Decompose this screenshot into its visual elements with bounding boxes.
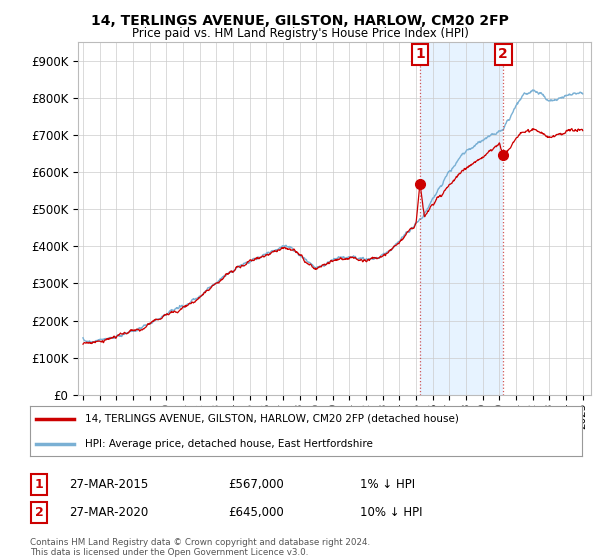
Text: £567,000: £567,000 [228, 478, 284, 491]
Text: 2: 2 [499, 48, 508, 62]
Text: 27-MAR-2015: 27-MAR-2015 [69, 478, 148, 491]
Text: 2: 2 [35, 506, 43, 519]
Text: 1% ↓ HPI: 1% ↓ HPI [360, 478, 415, 491]
Text: 1: 1 [35, 478, 43, 491]
Text: 10% ↓ HPI: 10% ↓ HPI [360, 506, 422, 519]
Text: 14, TERLINGS AVENUE, GILSTON, HARLOW, CM20 2FP (detached house): 14, TERLINGS AVENUE, GILSTON, HARLOW, CM… [85, 414, 459, 423]
Text: HPI: Average price, detached house, East Hertfordshire: HPI: Average price, detached house, East… [85, 439, 373, 449]
Text: Price paid vs. HM Land Registry's House Price Index (HPI): Price paid vs. HM Land Registry's House … [131, 27, 469, 40]
Text: 1: 1 [415, 48, 425, 62]
Text: Contains HM Land Registry data © Crown copyright and database right 2024.
This d: Contains HM Land Registry data © Crown c… [30, 538, 370, 557]
Bar [420, 42, 503, 395]
Text: £645,000: £645,000 [228, 506, 284, 519]
Text: 14, TERLINGS AVENUE, GILSTON, HARLOW, CM20 2FP: 14, TERLINGS AVENUE, GILSTON, HARLOW, CM… [91, 14, 509, 28]
Text: 27-MAR-2020: 27-MAR-2020 [69, 506, 148, 519]
